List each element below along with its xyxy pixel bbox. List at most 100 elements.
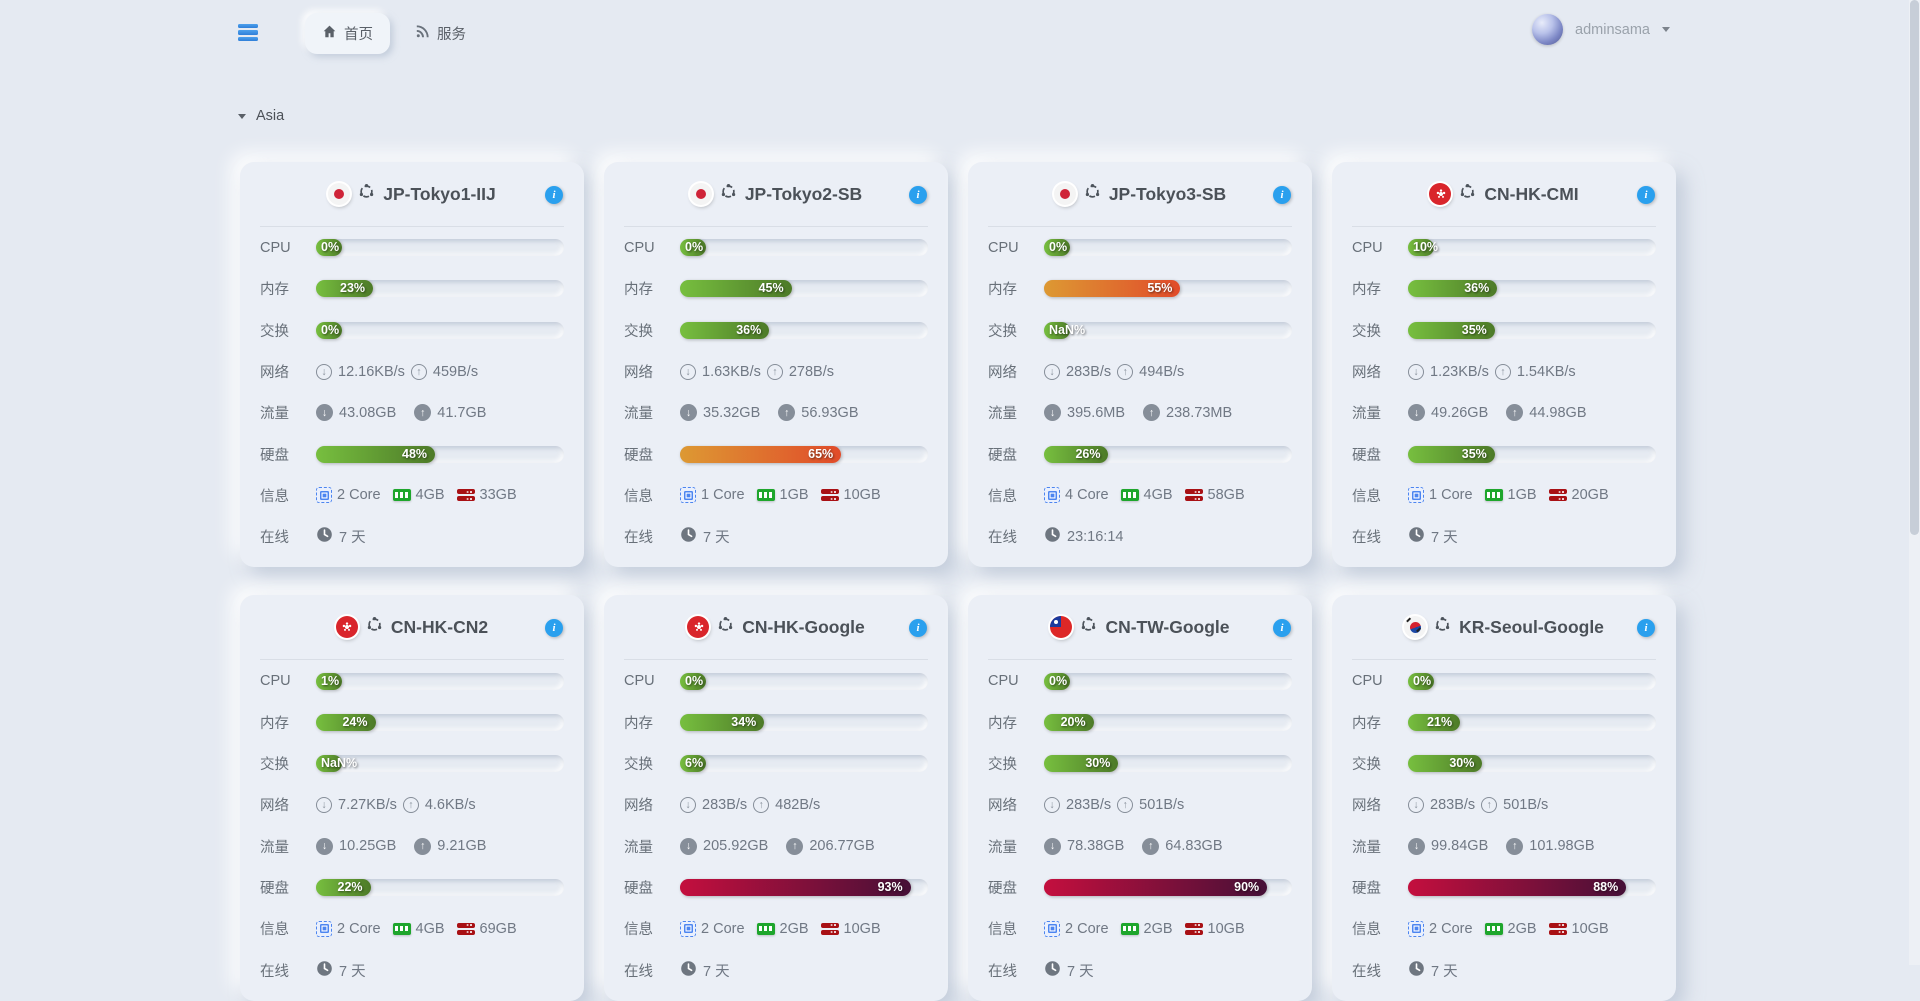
swap-row: 交换 35% — [1352, 310, 1656, 351]
card-header: CN-HK-CN2 i — [260, 595, 564, 661]
tab-home[interactable]: 首页 — [305, 13, 390, 54]
rss-icon — [415, 24, 430, 43]
row-label: 硬盘 — [988, 881, 1017, 897]
swap-percent: 36% — [736, 322, 762, 337]
row-label: CPU — [988, 673, 1019, 690]
swap-progressbar: NaN% — [316, 755, 564, 773]
online-row: 在线 7 天 — [624, 516, 928, 557]
network-down: 283B/s — [1066, 796, 1112, 813]
swap-percent: 30% — [1449, 756, 1475, 771]
disk-row: 硬盘 22% — [260, 867, 564, 908]
online-duration: 7 天 — [1431, 963, 1458, 980]
online-duration: 7 天 — [703, 530, 730, 547]
cpu-row: CPU 0% — [1352, 660, 1656, 701]
country-flag-icon — [1050, 616, 1073, 639]
cpu-chip-icon — [1044, 920, 1060, 937]
swap-progressbar: 6% — [680, 755, 928, 773]
row-label: 交换 — [988, 323, 1017, 340]
info-cores: 2 Core — [337, 487, 381, 504]
info-icon[interactable]: i — [909, 186, 927, 204]
memory-progressbar: 23% — [316, 280, 564, 298]
info-ram: 4GB — [415, 920, 445, 937]
cpu-chip-icon — [1044, 487, 1060, 504]
info-icon[interactable]: i — [1273, 186, 1291, 204]
traffic-up: 56.93GB — [801, 404, 859, 421]
row-label: 流量 — [1352, 839, 1381, 856]
server-title: CN-HK-CN2 — [335, 616, 488, 639]
info-storage: 20GB — [1571, 487, 1609, 504]
section-toggle-asia[interactable]: Asia — [238, 108, 284, 124]
online-duration: 7 天 — [339, 530, 366, 547]
info-icon[interactable]: i — [1273, 619, 1291, 638]
user-menu[interactable]: adminsama — [1532, 14, 1670, 45]
memory-row: 内存 36% — [1352, 268, 1656, 309]
server-title: JP-Tokyo1-IIJ — [328, 183, 496, 205]
swap-percent: 6% — [685, 756, 704, 771]
upload-speed-icon: ↑ — [1481, 796, 1498, 813]
traffic-row: 流量 ↓ 49.26GB ↑ 44.98GB — [1352, 392, 1656, 433]
info-cores: 1 Core — [701, 487, 745, 504]
download-speed-icon: ↓ — [1044, 363, 1060, 380]
disk-row: 硬盘 48% — [260, 433, 564, 474]
memory-percent: 34% — [731, 714, 757, 729]
memory-progressbar: 24% — [316, 713, 564, 731]
info-icon[interactable]: i — [1637, 186, 1655, 204]
download-speed-icon: ↓ — [1408, 363, 1424, 380]
row-label: 流量 — [624, 406, 653, 423]
info-ram: 1GB — [779, 487, 809, 504]
info-icon[interactable]: i — [545, 619, 563, 638]
network-up: 501B/s — [1503, 796, 1549, 813]
cpu-row: CPU 0% — [988, 227, 1292, 268]
traffic-up: 64.83GB — [1165, 838, 1223, 855]
traffic-row: 流量 ↓ 43.08GB ↑ 41.7GB — [260, 392, 564, 433]
server-card: JP-Tokyo3-SB i CPU 0% 内存 55% 交换 NaN% 网络 — [968, 162, 1312, 568]
row-label: 在线 — [1352, 530, 1381, 547]
server-stack-icon[interactable] — [238, 24, 258, 41]
upload-speed-icon: ↑ — [753, 796, 770, 813]
hard-disk-icon — [1184, 489, 1203, 502]
server-card: JP-Tokyo2-SB i CPU 0% 内存 45% 交换 36% 网络 ↓ — [604, 162, 948, 568]
online-row: 在线 7 天 — [260, 516, 564, 557]
online-row: 在线 7 天 — [988, 949, 1292, 990]
swap-progressbar: 36% — [680, 321, 928, 339]
clock-icon — [680, 526, 697, 547]
network-down: 283B/s — [1430, 796, 1476, 813]
cpu-chip-icon — [1408, 487, 1424, 504]
user-name: adminsama — [1575, 21, 1650, 38]
info-icon[interactable]: i — [1637, 619, 1655, 638]
row-label: 流量 — [624, 839, 653, 856]
clock-icon — [1044, 960, 1061, 981]
swap-progressbar: 30% — [1044, 755, 1292, 773]
scrollbar-thumb[interactable] — [1910, 0, 1919, 535]
row-label: 信息 — [624, 488, 653, 505]
clock-icon — [1408, 960, 1425, 981]
traffic-row: 流量 ↓ 205.92GB ↑ 206.77GB — [624, 826, 928, 867]
memory-progressbar: 34% — [680, 713, 928, 731]
row-label: 内存 — [988, 715, 1017, 732]
row-label: 内存 — [624, 282, 653, 299]
server-name: JP-Tokyo1-IIJ — [383, 183, 496, 204]
os-icon — [720, 183, 737, 205]
swap-percent: 35% — [1461, 322, 1487, 337]
hard-disk-icon — [456, 489, 475, 502]
card-header: CN-HK-Google i — [624, 595, 928, 661]
network-row: 网络 ↓ 7.27KB/s ↑ 4.6KB/s — [260, 784, 564, 825]
row-label: CPU — [1352, 239, 1383, 256]
online-duration: 23:16:14 — [1067, 528, 1124, 545]
network-up: 278B/s — [788, 363, 834, 380]
row-label: 在线 — [988, 530, 1017, 547]
disk-percent: 65% — [808, 446, 834, 461]
network-down: 283B/s — [702, 796, 748, 813]
tab-rss[interactable]: 服务 — [398, 13, 483, 54]
memory-row: 内存 55% — [988, 268, 1292, 309]
info-icon[interactable]: i — [909, 619, 927, 638]
info-storage: 69GB — [479, 920, 517, 937]
server-name: JP-Tokyo3-SB — [1108, 183, 1227, 204]
server-title: JP-Tokyo3-SB — [1053, 183, 1227, 205]
upload-total-icon: ↑ — [1506, 404, 1524, 422]
info-icon[interactable]: i — [545, 186, 563, 204]
traffic-row: 流量 ↓ 78.38GB ↑ 64.83GB — [988, 826, 1292, 867]
home-icon — [322, 24, 337, 43]
clock-icon — [316, 526, 333, 547]
server-title: CN-TW-Google — [1050, 616, 1230, 639]
